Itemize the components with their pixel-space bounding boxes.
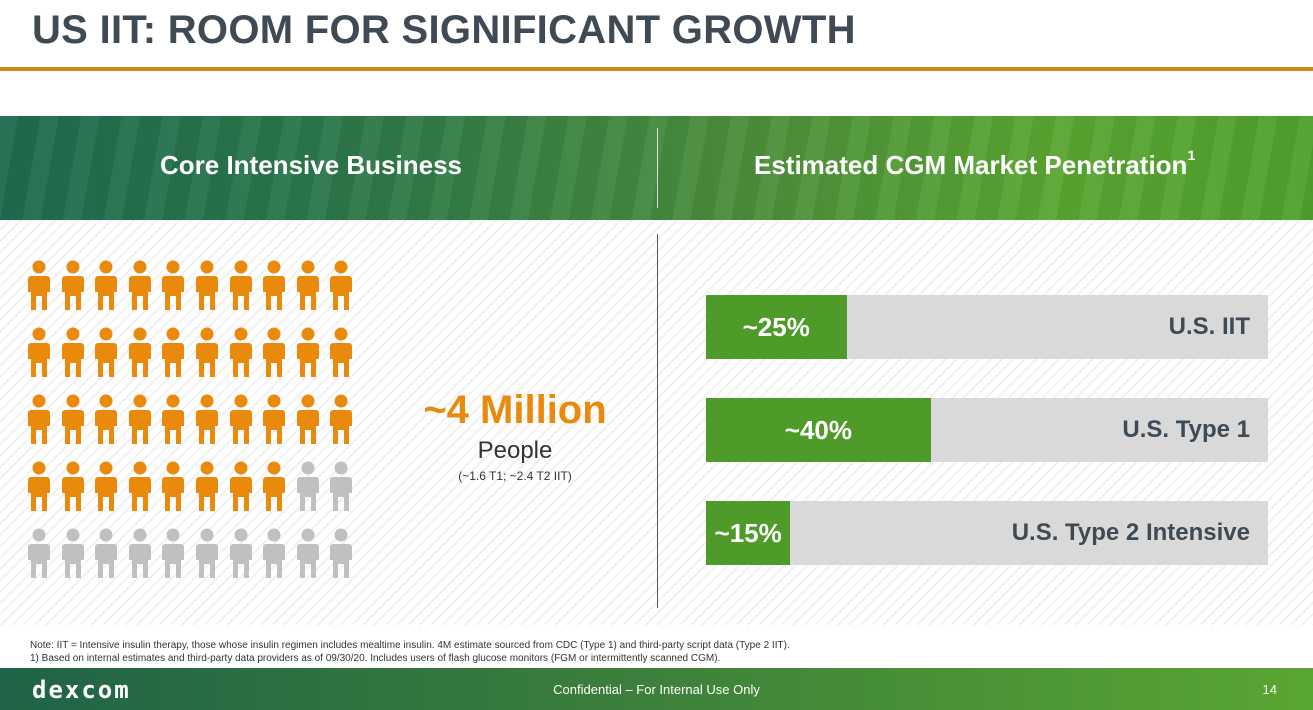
person-icon (196, 327, 218, 379)
person-icon (162, 394, 185, 446)
title-underline (0, 67, 1313, 71)
penetration-segment-label: U.S. Type 1 (1122, 416, 1250, 443)
person-icon (95, 260, 118, 312)
penetration-bar-row: ~40% U.S. Type 1 (706, 398, 1268, 462)
people-breakdown: (~1.6 T1; ~2.4 T2 IIT) (458, 469, 572, 483)
person-icon (330, 528, 353, 580)
people-label: People (477, 437, 553, 464)
person-icon (95, 394, 118, 446)
person-icon (296, 394, 319, 446)
person-icon (162, 528, 185, 580)
person-icon (128, 461, 151, 513)
penetration-bar-row: ~15% U.S. Type 2 Intensive (706, 501, 1268, 565)
person-icon (28, 327, 50, 379)
person-icon (196, 260, 218, 312)
person-icon (229, 461, 252, 513)
penetration-percent: ~25% (742, 311, 810, 342)
person-icon (330, 260, 353, 312)
person-icon (61, 260, 84, 312)
person-icon (196, 461, 218, 513)
header-band: Core Intensive Business Estimated CGM Ma… (0, 116, 1313, 220)
person-icon (296, 260, 319, 312)
footnote-1: 1) Based on internal estimates and third… (30, 653, 721, 664)
person-icon (263, 327, 286, 379)
person-icon (263, 528, 286, 580)
person-icon (296, 461, 319, 513)
person-icon (296, 327, 319, 379)
person-icon (28, 461, 50, 513)
penetration-segment-label: U.S. Type 2 Intensive (1011, 519, 1250, 546)
penetration-bar-fill: ~40% (706, 398, 931, 462)
person-icon (162, 461, 185, 513)
person-icon (162, 260, 185, 312)
content-divider (657, 234, 658, 608)
penetration-percent: ~15% (714, 517, 782, 548)
footnote-marker: 1 (1187, 147, 1196, 164)
penetration-segment-label: U.S. IIT (1168, 313, 1250, 340)
penetration-bar-row: ~25% U.S. IIT (706, 295, 1268, 359)
penetration-bar-fill: ~15% (706, 501, 791, 565)
person-icon (128, 260, 151, 312)
core-intensive-heading-text: Core Intensive Business (160, 150, 462, 180)
page-number: 14 (1262, 682, 1277, 697)
footer-bar: dexcom Confidential – For Internal Use O… (0, 668, 1313, 710)
penetration-percent: ~40% (784, 414, 853, 445)
footnotes: Note: IIT = Intensive insulin therapy, t… (30, 639, 790, 665)
dexcom-logo: dexcom (32, 676, 131, 704)
person-icon (229, 260, 252, 312)
person-icon (196, 528, 218, 580)
person-icon (263, 461, 286, 513)
person-icon (128, 327, 151, 379)
people-icon-grid (28, 260, 364, 586)
penetration-bar-fill: ~25% (706, 295, 847, 359)
person-icon (330, 327, 353, 379)
person-icon (61, 461, 84, 513)
person-icon (162, 327, 185, 379)
people-count-stat: ~4 Million (423, 388, 607, 432)
person-icon (296, 528, 319, 580)
penetration-heading-text: Estimated CGM Market Penetration (754, 150, 1188, 180)
band-divider (657, 128, 658, 208)
penetration-heading: Estimated CGM Market Penetration1 (754, 147, 1196, 181)
person-icon (61, 327, 84, 379)
core-intensive-heading: Core Intensive Business (160, 150, 462, 181)
person-icon (263, 260, 286, 312)
person-icon (263, 394, 286, 446)
person-icon (95, 461, 118, 513)
slide-title: US IIT: ROOM FOR SIGNIFICANT GROWTH (32, 8, 856, 52)
person-icon (330, 461, 353, 513)
person-icon (61, 528, 84, 580)
confidential-notice: Confidential – For Internal Use Only (553, 682, 760, 697)
person-icon (95, 327, 118, 379)
person-icon (95, 528, 118, 580)
person-icon (229, 394, 252, 446)
person-icon (128, 528, 151, 580)
person-icon (128, 394, 151, 446)
person-icon (28, 260, 50, 312)
person-icon (229, 327, 252, 379)
person-icon (229, 528, 252, 580)
person-icon (196, 394, 218, 446)
person-icon (28, 528, 50, 580)
person-icon (28, 394, 50, 446)
footnote-note: Note: IIT = Intensive insulin therapy, t… (30, 640, 790, 651)
person-icon (330, 394, 353, 446)
person-icon (61, 394, 84, 446)
